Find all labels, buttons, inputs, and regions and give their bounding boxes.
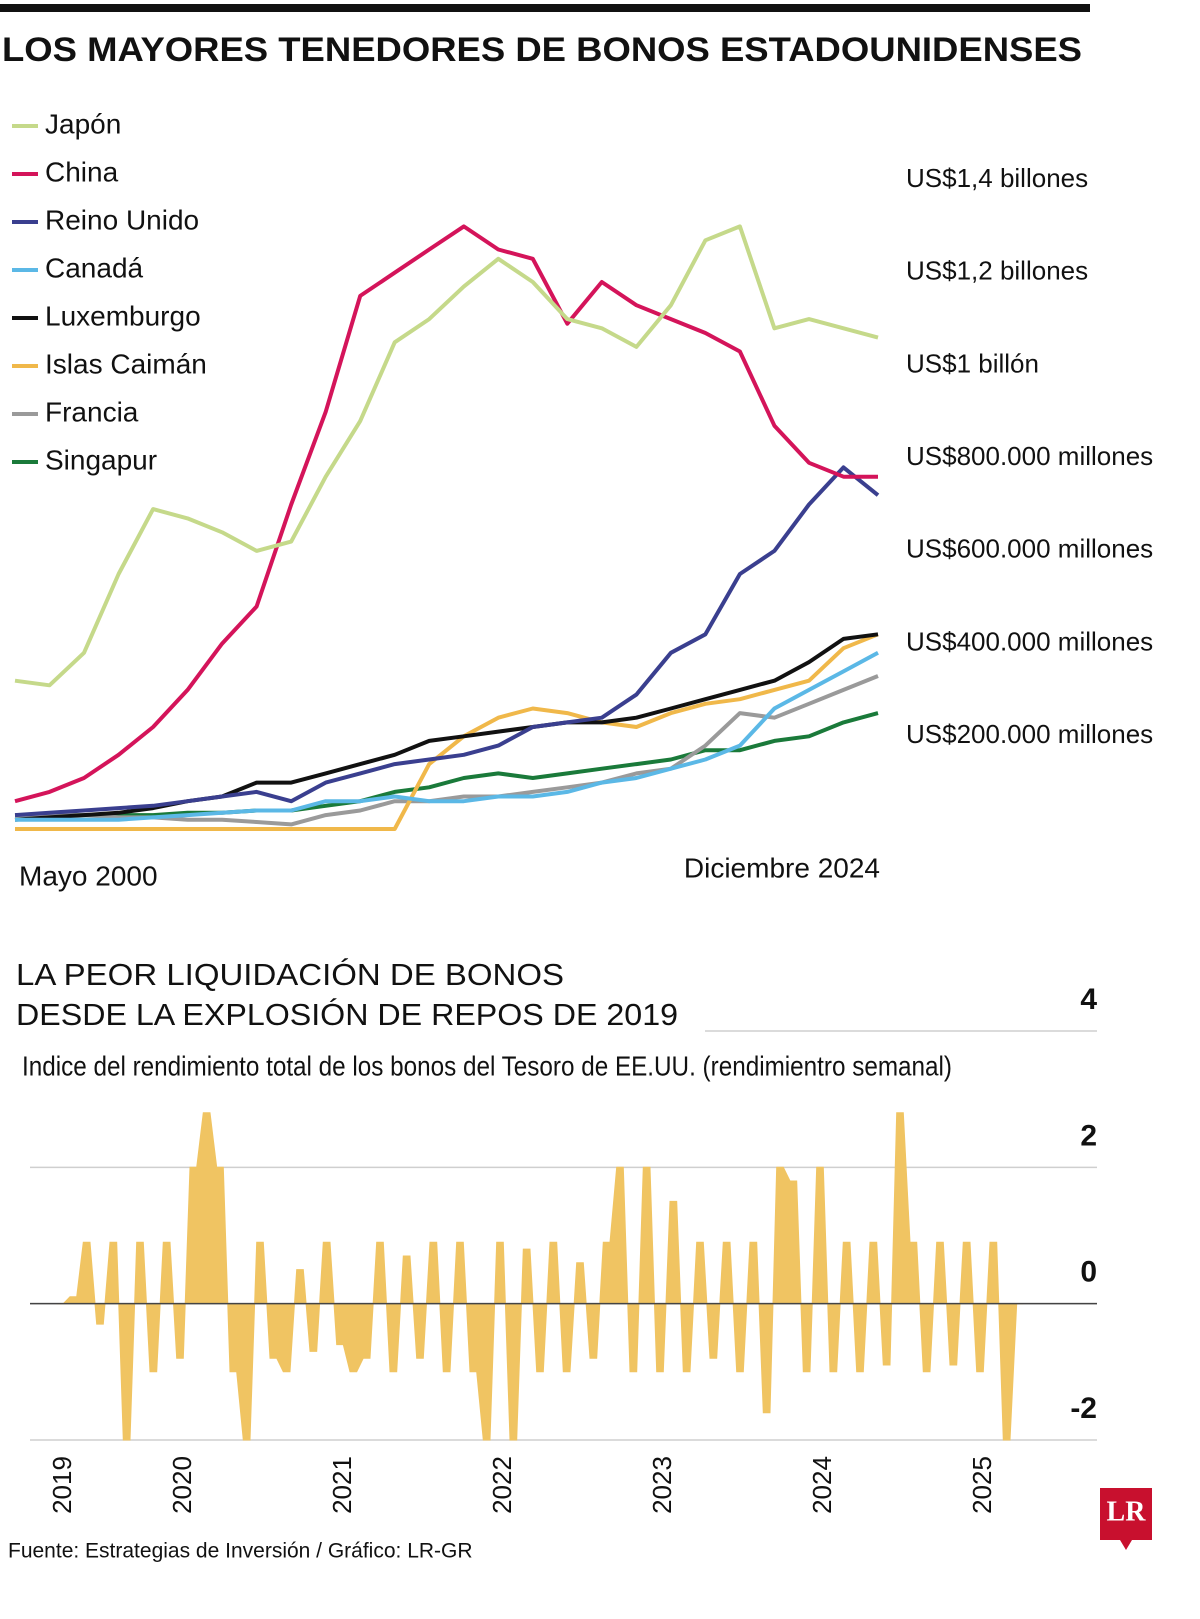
x-tick-label: 2024 — [807, 1456, 837, 1514]
legend-label: Islas Caimán — [45, 348, 207, 379]
legend-label: Japón — [45, 108, 121, 139]
legend-label: Francia — [45, 396, 139, 427]
series-line — [15, 632, 879, 831]
y-tick-label: US$1,4 billones — [906, 163, 1088, 193]
legend-label: Reino Unido — [45, 204, 199, 235]
legend-label: Canadá — [45, 252, 144, 283]
x-tick-label: Diciembre 2024 — [684, 852, 880, 883]
y-tick-label: 2 — [1080, 1119, 1097, 1152]
x-tick-label: 2023 — [647, 1456, 677, 1514]
area — [56, 1112, 1024, 1441]
logo-text: LR — [1107, 1496, 1147, 1527]
y-tick-label: -2 — [1070, 1392, 1097, 1425]
y-tick-label: US$1 billón — [906, 348, 1039, 378]
series-line — [15, 711, 879, 818]
y-tick-label: 0 — [1080, 1256, 1097, 1289]
x-tick-label: 2019 — [47, 1456, 77, 1514]
source: Fuente: Estrategias de Inversión / Gráfi… — [8, 1540, 473, 1563]
chart-title: LOS MAYORES TENEDORES DE BONOS ESTADOUNI… — [2, 31, 1082, 69]
x-tick-label: 2025 — [967, 1456, 997, 1514]
x-tick-label: Mayo 2000 — [19, 860, 158, 891]
series-line — [14, 632, 879, 822]
y-tick-label: US$1,2 billones — [906, 256, 1088, 286]
y-tick-label: US$200.000 millones — [906, 719, 1153, 749]
x-tick-label: 2020 — [167, 1456, 197, 1514]
y-tick-label: US$400.000 millones — [906, 626, 1153, 656]
legend-label: Luxemburgo — [45, 300, 201, 331]
series-line — [15, 651, 879, 822]
series-line — [14, 224, 879, 688]
chart-title: LA PEOR LIQUIDACIÓN DE BONOS — [16, 957, 564, 992]
x-tick-label: 2021 — [327, 1456, 357, 1514]
logo-box — [1100, 1488, 1152, 1550]
y-tick-label: US$600.000 millones — [906, 534, 1153, 564]
series-line — [14, 465, 880, 818]
logo: LR — [1100, 1488, 1152, 1550]
series-line — [14, 224, 878, 804]
chart-subtitle: Indice del rendimiento total de los bono… — [22, 1050, 952, 1081]
x-tick-label: 2022 — [487, 1456, 517, 1514]
chart-title: DESDE LA EXPLOSIÓN DE REPOS DE 2019 — [16, 997, 678, 1032]
y-tick-label: 4 — [1080, 983, 1097, 1016]
y-tick-label: US$800.000 millones — [906, 441, 1153, 471]
legend-label: Singapur — [45, 444, 157, 475]
legend-label: China — [45, 156, 119, 187]
top-rule — [0, 4, 1090, 12]
